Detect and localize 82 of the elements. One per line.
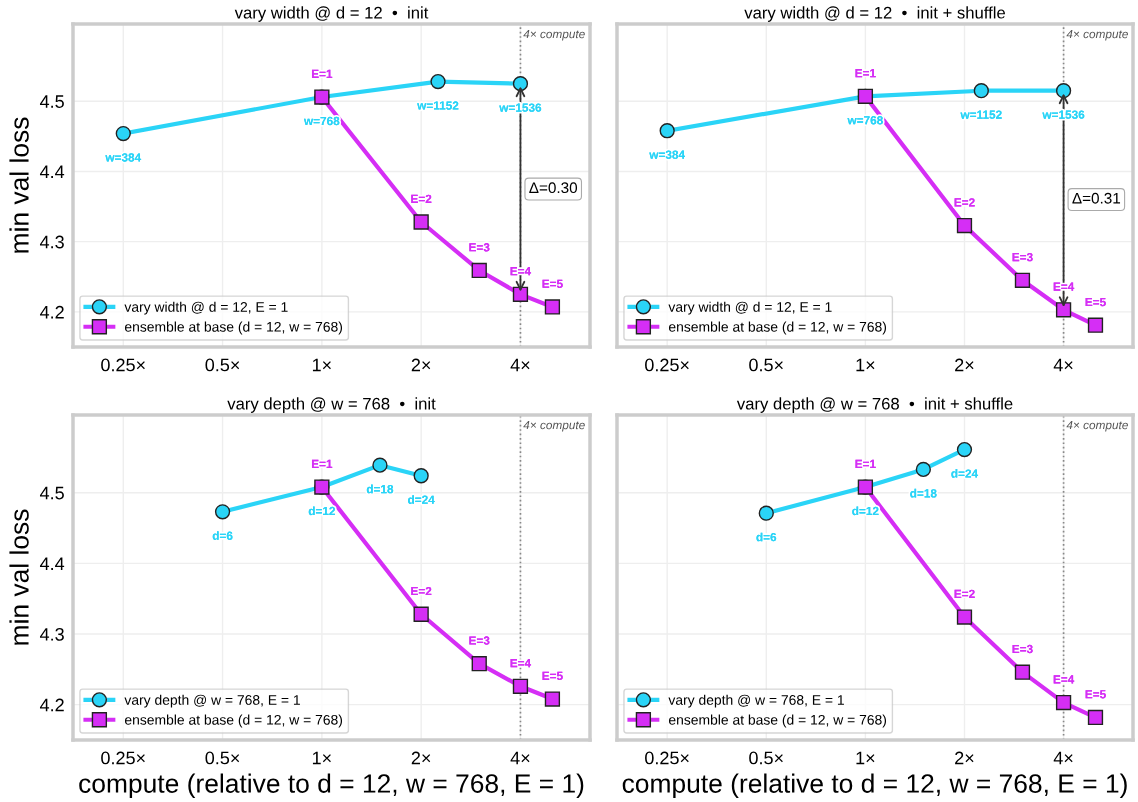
annotation: w=1152 — [960, 110, 1002, 119]
annotation: E=1 — [855, 459, 876, 468]
y-axis-title: min val loss — [9, 509, 29, 645]
annotation: Δ=0.31 — [1072, 192, 1121, 204]
y-tick-label: 4.5 — [39, 95, 64, 108]
x-tick-label: 1× — [312, 358, 331, 372]
x-tick-label: 4× — [510, 751, 530, 765]
annotation: d=18 — [366, 484, 394, 494]
annotation: E=5 — [1085, 297, 1106, 307]
x-tick-label: 0.5× — [749, 358, 783, 372]
annotation: d=6 — [756, 532, 777, 542]
x-axis-title: compute (relative to d = 12, w = 768, E = 1) — [622, 773, 1127, 799]
y-tick-label: 4.4 — [39, 165, 65, 178]
annotation: w=1152 — [417, 101, 459, 110]
legend-label: vary depth @ w = 768, E = 1 — [124, 694, 300, 708]
annotation: E=1 — [311, 459, 333, 468]
x-tick-label: 2× — [411, 751, 431, 765]
annotation: E=3 — [469, 636, 490, 645]
x-tick-label: 0.5× — [205, 358, 240, 372]
chart-title: vary width @ d = 12 • init + shuffle — [744, 6, 1005, 22]
legend-label: ensemble at base (d = 12, w = 768) — [668, 321, 887, 335]
annotation: d=12 — [852, 506, 879, 516]
x-tick-label: 4× — [1053, 751, 1073, 765]
annotation: E=5 — [1085, 690, 1106, 699]
annotation: w=384 — [105, 153, 142, 162]
annotation: E=2 — [954, 198, 975, 207]
annotation: E=1 — [311, 69, 333, 78]
annotation: w=384 — [649, 150, 685, 159]
x-tick-label: 0.25× — [101, 751, 145, 765]
x-tick-label: 0.25× — [645, 751, 689, 765]
annotation: E=5 — [542, 279, 563, 288]
annotation: d=18 — [910, 488, 937, 498]
x-tick-label: 0.5× — [205, 751, 240, 765]
x-tick-label: 4× — [510, 358, 530, 372]
annotation: E=1 — [855, 69, 876, 78]
legend-label: vary width @ d = 12, E = 1 — [124, 301, 288, 315]
y-tick-label: 4.4 — [39, 557, 65, 570]
legend-label: vary depth @ w = 768, E = 1 — [668, 694, 844, 708]
legend-label: ensemble at base (d = 12, w = 768) — [124, 714, 343, 728]
x-tick-label: 2× — [955, 358, 974, 372]
annotation: E=4 — [510, 659, 532, 668]
legend-label: ensemble at base (d = 12, w = 768) — [668, 714, 887, 728]
chart-title: vary width @ d = 12 • init — [234, 6, 429, 22]
annotation: d=24 — [408, 495, 435, 504]
annotation: E=5 — [542, 671, 563, 681]
ref-line-label: 4× compute — [1066, 29, 1128, 41]
y-tick-label: 4.2 — [39, 698, 64, 712]
ref-line-label: 4× compute — [523, 420, 585, 432]
annotation: w=768 — [303, 116, 340, 126]
y-tick-label: 4.3 — [39, 627, 64, 641]
annotation: d=6 — [212, 531, 233, 540]
annotation: E=3 — [469, 243, 490, 252]
x-tick-label: 1× — [856, 358, 875, 372]
ref-line-label: 4× compute — [523, 29, 585, 41]
annotation: w=768 — [847, 116, 883, 125]
annotation: Δ=0.30 — [529, 182, 578, 194]
annotation: E=2 — [954, 589, 975, 598]
x-tick-label: 0.5× — [749, 751, 783, 765]
x-tick-label: 2× — [411, 358, 431, 372]
chart-title: vary depth @ w = 768 • init — [227, 397, 436, 413]
x-tick-label: 4× — [1053, 358, 1073, 372]
annotation: E=2 — [411, 194, 432, 203]
legend-label: vary width @ d = 12, E = 1 — [668, 301, 832, 315]
x-tick-label: 1× — [312, 751, 331, 765]
annotation: E=3 — [1012, 252, 1033, 262]
x-tick-label: 2× — [955, 751, 974, 765]
y-tick-label: 4.5 — [39, 486, 64, 500]
y-tick-label: 4.2 — [39, 305, 64, 319]
x-axis-title: compute (relative to d = 12, w = 768, E = 1) — [79, 773, 584, 799]
x-tick-label: 0.25× — [101, 358, 145, 372]
annotation: d=24 — [951, 469, 979, 478]
y-axis-title: min val loss — [9, 117, 29, 253]
ref-line-label: 4× compute — [1066, 420, 1128, 432]
chart-title: vary depth @ w = 768 • init + shuffle — [736, 397, 1013, 413]
annotation: E=4 — [1053, 675, 1075, 684]
legend-label: ensemble at base (d = 12, w = 768) — [124, 321, 343, 335]
x-tick-label: 1× — [856, 751, 875, 765]
annotation: E=3 — [1012, 644, 1033, 654]
annotation: E=2 — [411, 586, 432, 596]
annotation: d=12 — [308, 506, 336, 516]
y-tick-label: 4.3 — [39, 235, 64, 249]
x-tick-label: 0.25× — [645, 358, 689, 372]
